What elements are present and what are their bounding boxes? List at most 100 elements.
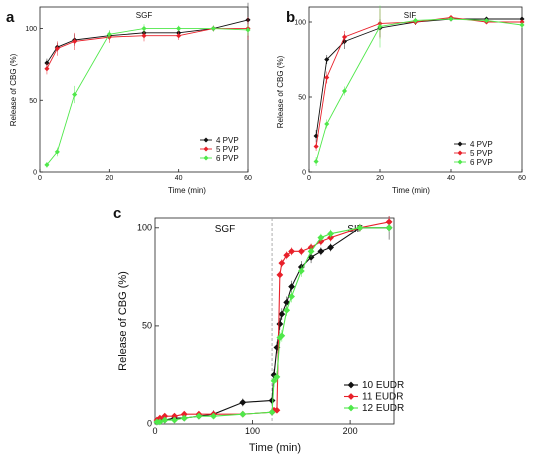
panel-a-letter: a	[6, 9, 15, 26]
panel-b-series	[313, 5, 525, 166]
x-tick-label: 60	[244, 175, 252, 182]
x-tick-label: 20	[105, 175, 113, 182]
data-point	[327, 230, 334, 238]
panel-b-x-axis-label: Time (min)	[392, 186, 430, 195]
panel-c-x-axis-label: Time (min)	[249, 442, 301, 454]
y-tick-label: 100	[294, 20, 306, 27]
panel-c-ticks: 0 100 200 0 50 100	[137, 222, 358, 436]
y-tick-label: 0	[147, 419, 152, 429]
data-point	[313, 158, 319, 165]
data-point	[156, 414, 164, 422]
panel-c-letter: c	[113, 205, 121, 222]
data-point	[210, 25, 216, 32]
series-line	[46, 28, 249, 166]
panel-c-y-axis-label: Release of CBG (%)	[117, 271, 129, 371]
y-tick-label: 50	[298, 95, 306, 102]
data-point	[156, 418, 164, 426]
legend-marker	[347, 404, 355, 412]
y-tick-label: 100	[25, 26, 37, 33]
legend-marker	[203, 155, 209, 161]
x-tick-label: 0	[38, 175, 42, 182]
y-tick-label: 0	[302, 170, 306, 177]
panel-a-x-axis-label: Time (min)	[168, 186, 206, 195]
legend-label: 6 PVP	[216, 154, 239, 163]
legend-marker	[203, 137, 209, 143]
series-line	[156, 227, 390, 423]
series-line	[46, 28, 248, 69]
data-point	[54, 46, 60, 52]
data-point	[268, 397, 276, 404]
legend-label: 6 PVP	[470, 158, 493, 167]
data-point	[385, 224, 393, 232]
legend-marker	[457, 159, 463, 165]
panel-a-title: SGF	[136, 11, 153, 20]
data-point	[278, 259, 286, 267]
data-point	[327, 244, 334, 251]
x-tick-label: 100	[245, 426, 260, 436]
data-point	[283, 251, 291, 259]
panel-a-frame	[39, 6, 249, 173]
data-point	[307, 247, 315, 255]
data-point	[278, 310, 286, 318]
panel-a-y-axis-label: Release of CBG (%)	[9, 53, 18, 126]
legend-marker	[457, 141, 463, 147]
y-tick-label: 100	[137, 222, 152, 232]
data-point	[324, 121, 330, 127]
data-point	[44, 66, 50, 72]
data-point	[195, 412, 203, 420]
data-point	[72, 91, 78, 98]
data-point	[171, 416, 178, 424]
x-tick-label: 60	[518, 175, 526, 182]
panel-b-letter: b	[286, 9, 295, 26]
panel-b-ticks: 0 20 40 60 0 50 100	[294, 20, 526, 183]
legend-label: 4 PVP	[470, 140, 493, 149]
x-tick-label: 200	[343, 426, 358, 436]
panel-c-region-sgf: SGF	[215, 224, 236, 235]
data-point	[341, 88, 348, 94]
data-point	[176, 25, 182, 32]
panel-a: a SGF Time (min) Release of CBG (%) 0 20 4…	[6, 2, 252, 195]
legend-marker	[203, 146, 209, 152]
series-line	[315, 18, 523, 162]
data-point	[385, 218, 393, 226]
panel-b-y-axis-label: Release of CBG (%)	[276, 55, 285, 128]
legend-label: 5 PVP	[216, 145, 239, 154]
y-tick-label: 50	[29, 98, 37, 105]
data-point	[106, 31, 112, 37]
data-point	[270, 377, 278, 385]
data-point	[276, 320, 284, 328]
data-point	[180, 414, 188, 422]
y-tick-label: 0	[33, 170, 37, 177]
data-point	[324, 74, 330, 81]
data-point	[239, 399, 247, 406]
data-point	[44, 162, 50, 168]
panel-c-frame	[154, 217, 395, 425]
data-point	[210, 412, 217, 420]
data-point	[176, 33, 182, 39]
x-tick-label: 40	[447, 175, 455, 182]
series-5-pvp	[313, 8, 525, 151]
data-point	[268, 408, 276, 416]
data-point	[276, 271, 284, 279]
panel-a-ticks: 0 20 40 60 0 50 100	[25, 26, 252, 182]
legend-label: 5 PVP	[470, 149, 493, 158]
data-point	[171, 412, 178, 420]
series-line	[315, 18, 522, 137]
data-point	[356, 224, 364, 232]
data-point	[141, 33, 147, 39]
data-point	[273, 373, 281, 381]
data-point	[141, 25, 147, 32]
data-point	[341, 34, 348, 40]
data-point	[297, 247, 305, 255]
data-point	[313, 143, 319, 150]
series-5-pvp	[44, 17, 251, 75]
y-tick-label: 50	[142, 320, 152, 330]
x-tick-label: 0	[152, 426, 157, 436]
legend-label: 12 EUDR	[362, 403, 404, 414]
series-12-eudr	[153, 223, 393, 426]
data-point	[278, 332, 286, 340]
